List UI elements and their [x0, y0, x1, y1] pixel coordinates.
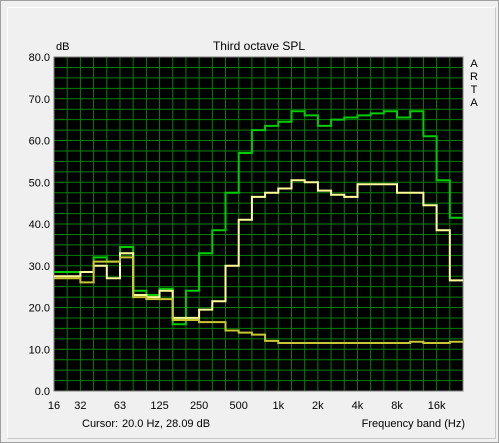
- x-tick-labels: 16 32 63 125 250 500 1k 2k 4k 8k 16k: [48, 400, 446, 412]
- y-tick-label: 20.0: [29, 303, 50, 315]
- x-tick-label: 16: [48, 400, 60, 412]
- y-tick-label: 70.0: [29, 94, 50, 106]
- side-label-letter: A: [470, 58, 478, 70]
- side-label-letter: A: [470, 97, 478, 109]
- x-tick-label: 2k: [312, 400, 324, 412]
- series-line-3: [54, 256, 463, 344]
- x-tick-label: 8k: [391, 400, 403, 412]
- chart-title: Third octave SPL: [213, 39, 305, 53]
- plot-border: [53, 56, 464, 392]
- y-tick-label: 80.0: [29, 52, 50, 64]
- cursor-value: 20.0 Hz, 28.09 dB: [122, 418, 210, 430]
- x-tick-label: 16k: [428, 400, 446, 412]
- y-tick-label: 10.0: [29, 344, 50, 356]
- x-tick-label: 500: [230, 400, 248, 412]
- x-tick-label: 125: [150, 400, 168, 412]
- y-tick-label: 30.0: [29, 261, 50, 273]
- y-tick-label: 60.0: [29, 136, 50, 148]
- x-axis-label: Frequency band (Hz): [362, 418, 465, 430]
- x-tick-label: 4k: [352, 400, 364, 412]
- x-tick-label: 250: [190, 400, 208, 412]
- side-label-letter: T: [471, 84, 478, 96]
- side-label-letter: R: [470, 71, 478, 83]
- x-tick-label: 32: [74, 400, 86, 412]
- y-tick-label: 40.0: [29, 219, 50, 231]
- x-tick-label: 1k: [272, 400, 284, 412]
- series-line-2: [54, 179, 463, 319]
- series-lines: [54, 110, 463, 344]
- y-tick-label: 50.0: [29, 177, 50, 189]
- y-tick-labels: 0.0 10.0 20.0 30.0 40.0 50.0 60.0 70.0 80.0: [29, 52, 50, 398]
- x-tick-label: 63: [114, 400, 126, 412]
- y-tick-label: 0.0: [35, 386, 50, 398]
- y-axis-label: dB: [56, 41, 69, 53]
- cursor-label: Cursor:: [82, 418, 118, 430]
